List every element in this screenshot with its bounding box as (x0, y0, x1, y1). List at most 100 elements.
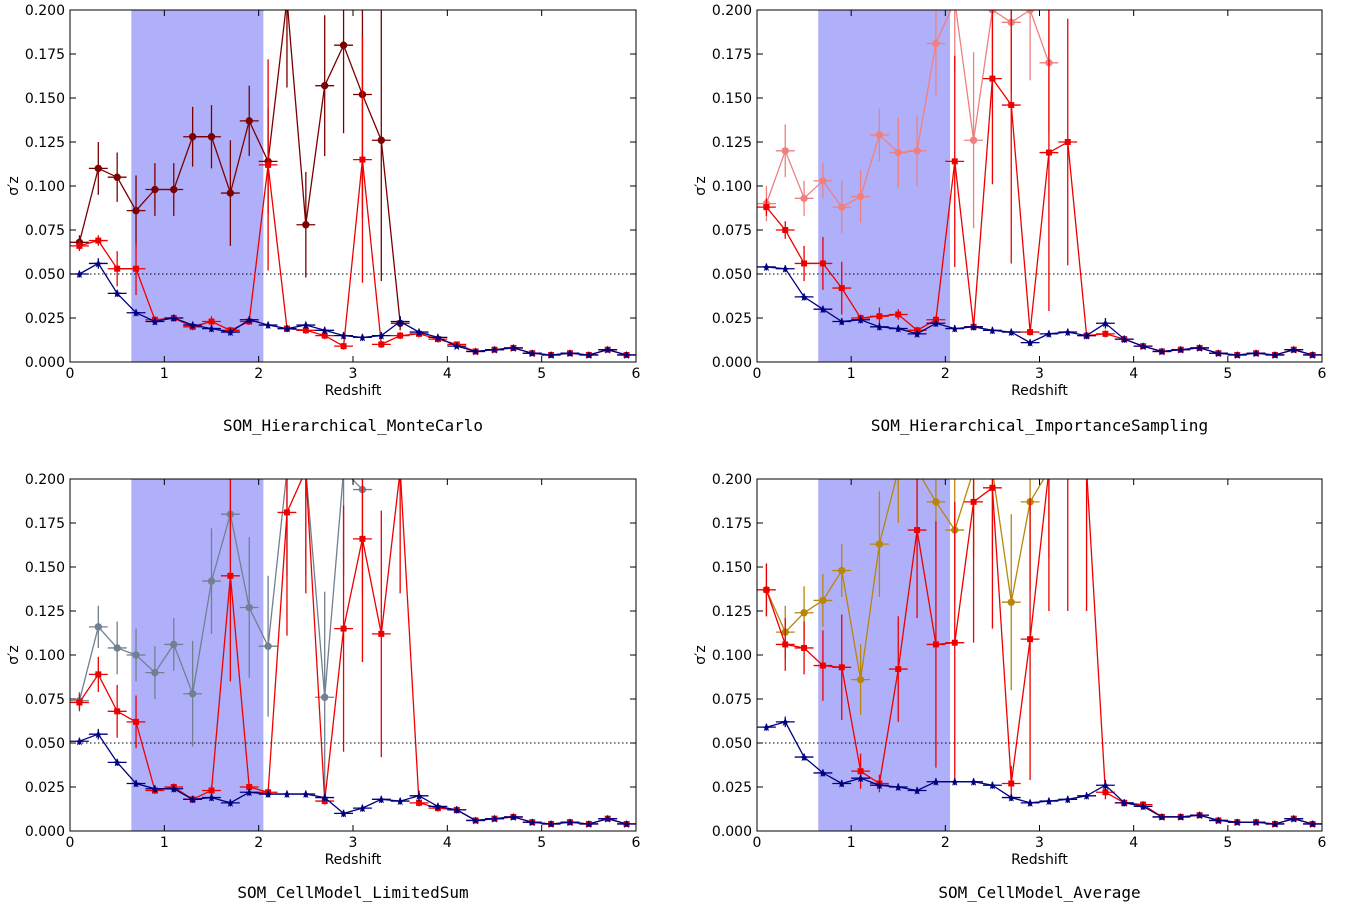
data-point (113, 758, 122, 767)
data-point (150, 317, 159, 326)
data-point (226, 328, 235, 337)
data-point (207, 133, 216, 141)
data-point (622, 350, 631, 359)
data-point (301, 790, 310, 799)
data-point (75, 270, 84, 278)
data-point (471, 347, 480, 356)
data-point (895, 666, 902, 673)
data-point (932, 39, 940, 48)
data-point (951, 158, 958, 165)
data-point (208, 787, 215, 794)
data-point (894, 148, 902, 157)
data-point (950, 324, 959, 333)
x-tick-label: 1 (160, 366, 169, 382)
data-point (378, 630, 385, 637)
data-point (226, 189, 235, 197)
data-point (875, 322, 884, 331)
x-tick-label: 1 (847, 835, 856, 851)
data-point (397, 467, 403, 473)
x-tick-label: 4 (1129, 366, 1138, 382)
data-point (800, 753, 809, 762)
series-3 (757, 716, 1322, 828)
data-point (132, 651, 140, 659)
data-point (1026, 338, 1035, 347)
data-point (169, 314, 178, 322)
series-line (765, 10, 1050, 208)
data-point (151, 668, 159, 677)
x-tick-label: 6 (632, 835, 641, 851)
y-axis-label: σ′z (693, 645, 709, 664)
y-tick-label: 0.100 (712, 179, 752, 195)
data-point (95, 671, 102, 678)
data-point (282, 790, 291, 799)
x-tick-label: 3 (349, 835, 358, 851)
data-point (114, 265, 121, 272)
data-point (856, 675, 865, 684)
data-point (547, 819, 556, 828)
data-point (1008, 780, 1015, 787)
x-tick-label: 2 (254, 366, 263, 382)
data-point (207, 577, 216, 585)
data-point (782, 227, 789, 233)
data-point (584, 819, 593, 828)
x-tick-label: 5 (537, 835, 546, 851)
data-point (1120, 798, 1129, 807)
data-point (132, 206, 140, 215)
data-point (433, 802, 442, 811)
data-point (800, 194, 808, 203)
x-tick-label: 5 (537, 366, 546, 382)
y-tick-label: 0.000 (25, 824, 65, 840)
data-point (378, 341, 385, 348)
data-point (1120, 335, 1129, 344)
data-point (800, 609, 808, 617)
data-point (113, 644, 121, 652)
y-tick-label: 0.125 (25, 135, 65, 151)
data-point (320, 793, 329, 802)
data-point (1101, 781, 1110, 790)
data-point (339, 809, 348, 818)
data-point (565, 349, 574, 358)
data-point (1007, 598, 1015, 606)
data-point (914, 467, 920, 473)
data-point (1252, 818, 1261, 827)
plot-area (70, 10, 636, 359)
data-point (340, 625, 347, 632)
data-point (226, 798, 235, 807)
data-point (838, 203, 846, 211)
x-tick-label: 0 (66, 366, 75, 382)
data-point (359, 156, 366, 163)
data-point (989, 75, 996, 82)
data-point (1101, 319, 1110, 328)
y-tick-label: 0.075 (25, 692, 65, 708)
data-point (490, 345, 499, 354)
y-tick-label: 0.025 (712, 780, 752, 796)
data-point (377, 795, 386, 804)
data-point (188, 690, 197, 698)
data-point (113, 173, 121, 181)
data-point (1308, 350, 1317, 359)
y-tick-label: 0.100 (25, 648, 65, 664)
series-line (78, 479, 363, 701)
data-point (170, 185, 178, 194)
data-point (875, 781, 884, 790)
data-point (246, 784, 253, 790)
chart-title: SOM_CellModel_LimitedSum (237, 883, 468, 902)
data-point (838, 664, 845, 671)
y-tick-label: 0.150 (712, 560, 752, 576)
data-point (622, 819, 631, 828)
data-point (1139, 342, 1148, 351)
data-point (188, 133, 197, 141)
data-point (397, 332, 404, 339)
data-point (1082, 331, 1091, 340)
y-tick-label: 0.025 (25, 311, 65, 327)
data-point (1065, 467, 1071, 473)
highlight-band (131, 10, 264, 362)
plot-area (70, 467, 636, 828)
y-tick-label: 0.050 (25, 267, 65, 283)
data-point (1233, 350, 1242, 359)
data-point (433, 333, 442, 342)
data-point (837, 779, 846, 788)
data-point (245, 603, 253, 612)
data-point (894, 324, 903, 333)
data-point (1308, 819, 1317, 828)
